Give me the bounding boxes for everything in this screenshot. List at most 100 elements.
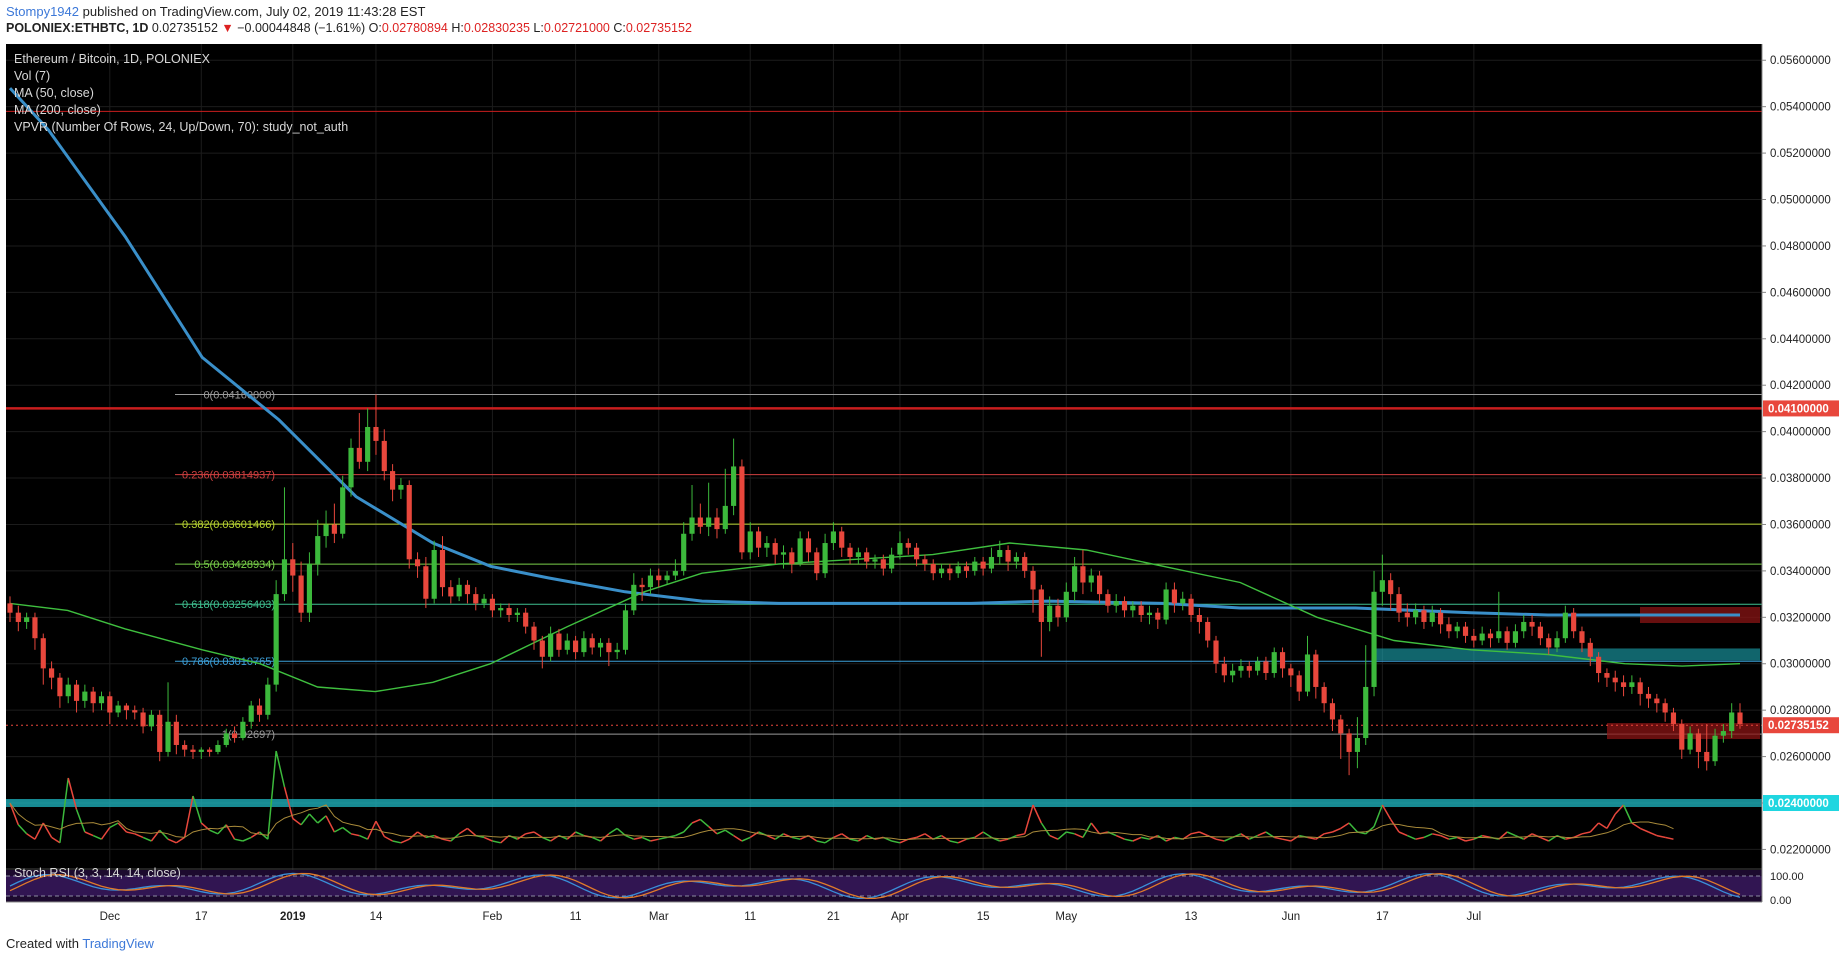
candle <box>1304 635 1311 697</box>
candle <box>348 438 354 497</box>
candle-body <box>1171 589 1178 604</box>
last-price-label: 0.02735152 <box>1768 720 1829 732</box>
candle <box>930 559 936 581</box>
candle-body <box>132 710 138 713</box>
candle-body <box>1712 735 1718 762</box>
volume-segment <box>733 834 743 842</box>
candle <box>1171 582 1178 613</box>
candle-body <box>1687 733 1693 750</box>
price-chart[interactable]: 0(0.04160000) 0.236(0.03814937) 0.382(0.03… <box>0 44 1840 930</box>
volume-segment <box>1323 831 1333 835</box>
volume-segment <box>1664 836 1674 840</box>
candle <box>1196 608 1202 634</box>
candle <box>1155 608 1161 629</box>
candle-body <box>315 536 321 564</box>
candle <box>622 603 629 655</box>
fib-level-label: 0(0.04160000) <box>203 389 275 401</box>
stoch-tick-100: 100.00 <box>1770 871 1804 883</box>
candle-body <box>323 524 329 537</box>
ma50-legend[interactable]: MA (50, close) <box>14 86 94 100</box>
candle-body <box>1105 594 1111 606</box>
candle <box>814 547 820 581</box>
volume-segment <box>175 836 186 844</box>
candle <box>1030 566 1036 613</box>
candle <box>1571 608 1577 639</box>
candle <box>123 703 130 720</box>
time-tick-label: 21 <box>827 911 840 923</box>
candle-body <box>1429 612 1435 622</box>
footer: Created with TradingView <box>6 936 154 951</box>
candle-body <box>1313 654 1319 687</box>
volume-segment <box>1049 834 1059 840</box>
volume-segment <box>300 813 311 826</box>
candle <box>589 633 595 655</box>
candle <box>1130 601 1136 618</box>
candle-body <box>1072 566 1078 592</box>
candle-body <box>897 543 903 555</box>
candle <box>1413 603 1419 625</box>
candle-body <box>1063 591 1069 618</box>
volume-segment <box>217 824 227 835</box>
candle-body <box>1720 731 1726 736</box>
ma200-legend[interactable]: MA (200, close) <box>14 103 101 117</box>
candle-body <box>256 705 263 715</box>
candle-body <box>248 705 254 722</box>
volume-segment <box>1257 831 1267 837</box>
stoch-band <box>6 876 1762 896</box>
candle-body <box>523 612 529 627</box>
candle-body <box>1662 703 1668 713</box>
volume-segment <box>1199 831 1208 837</box>
price-tick-label: 0.03400000 <box>1770 566 1831 578</box>
volume-segment <box>359 834 368 840</box>
volume-segment <box>400 838 410 844</box>
candle <box>1679 719 1685 759</box>
vpvr-legend[interactable]: VPVR (Number Of Rows, 24, Up/Down, 70): … <box>14 120 349 134</box>
volume-segment <box>633 836 643 840</box>
volume-segment <box>267 750 277 840</box>
candle <box>922 554 928 571</box>
candle <box>1371 570 1377 697</box>
volume-ma-line <box>9 802 1674 840</box>
candle-body <box>706 517 712 527</box>
candle <box>1329 698 1336 732</box>
candle <box>1446 617 1452 639</box>
tradingview-logo[interactable]: TradingView <box>82 936 154 951</box>
candle-body <box>1155 612 1161 620</box>
candle <box>331 503 337 544</box>
candle <box>390 464 396 502</box>
candle-body <box>1587 642 1593 657</box>
candle <box>1354 717 1360 769</box>
candle <box>805 531 812 562</box>
candle <box>797 531 803 567</box>
author-link[interactable]: Stompy1942 <box>6 4 79 19</box>
candle <box>523 608 529 634</box>
vol-legend[interactable]: Vol (7) <box>14 69 51 83</box>
candle <box>1313 649 1319 699</box>
volume-segment <box>100 827 111 840</box>
support-zone <box>6 799 1762 808</box>
volume-segment <box>408 831 419 840</box>
candle <box>298 561 304 622</box>
candle <box>564 633 570 655</box>
candle-body <box>1454 626 1460 632</box>
candle-body <box>1146 612 1153 615</box>
candle <box>905 538 911 555</box>
candle-body <box>157 714 163 752</box>
stoch-rsi-legend[interactable]: Stoch RSI (3, 3, 14, 14, close) <box>14 866 181 880</box>
candle-body <box>1321 686 1327 704</box>
volume-segment <box>1373 804 1384 827</box>
candle-body <box>1288 668 1294 676</box>
candle <box>240 717 246 741</box>
volume-segment <box>957 838 967 844</box>
candle-body <box>905 543 911 548</box>
candle <box>1263 656 1269 680</box>
candle-body <box>1263 661 1269 674</box>
last-price-label-bg <box>1763 717 1839 734</box>
volume-segment <box>1224 836 1233 842</box>
candle-body <box>381 440 387 472</box>
volume-segment <box>1390 818 1400 833</box>
candle-body <box>1304 654 1311 692</box>
volume-segment <box>724 829 735 837</box>
candle <box>822 533 828 578</box>
candle <box>1462 621 1469 643</box>
